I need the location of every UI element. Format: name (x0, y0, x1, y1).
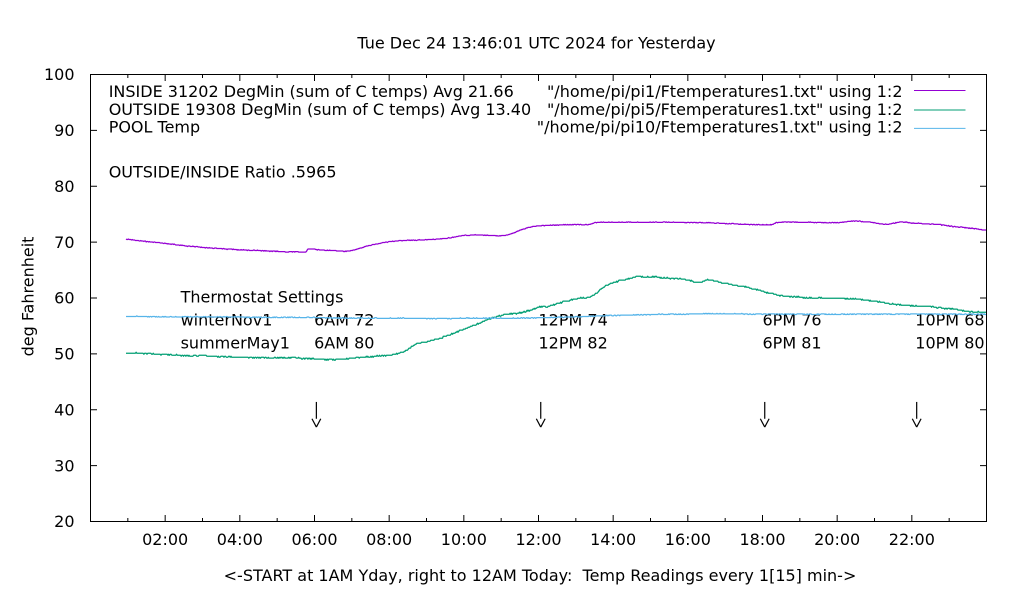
x-tick-label: 08:00 (366, 530, 412, 549)
x-tick-label: 20:00 (814, 530, 860, 549)
arrow-head-right (315, 418, 322, 428)
thermostat-time-arrows (311, 401, 922, 428)
ratio-annotation: OUTSIDE/INSIDE Ratio .5965 (109, 162, 337, 181)
thermostat-winter-10pm: 10PM 68 (915, 310, 984, 329)
thermostat-winter-6pm: 6PM 76 (763, 310, 822, 329)
thermostat-heading: Thermostat Settings (180, 288, 344, 307)
legend-source-inside: "/home/pi/pi1/Ftemperatures1.txt" using … (547, 82, 903, 101)
y-tick-label: 100 (44, 65, 75, 84)
down-arrow-icon (759, 401, 770, 428)
legend-stats-inside: INSIDE 31202 DegMin (sum of C temps) Avg… (109, 82, 514, 101)
curve-layer (125, 220, 987, 361)
thermostat-summer-6am: 6AM 80 (314, 333, 374, 352)
tick-label-layer: 02:00 04:00 06:00 08:00 10:00 12:00 14:00 16:00… (44, 65, 935, 549)
y-tick-label: 50 (54, 345, 74, 364)
y-tick-label: 20 (54, 512, 74, 531)
down-arrow-icon (535, 401, 546, 428)
legend: INSIDE 31202 DegMin (sum of C temps) Avg… (109, 82, 966, 137)
arrow-head-right (540, 418, 546, 428)
y-tick-label: 30 (54, 456, 74, 475)
x-tick-label: 12:00 (515, 530, 561, 549)
thermostat-winter-6am: 6AM 72 (314, 310, 374, 329)
y-axis-title: deg Fahrenheit (19, 237, 38, 357)
x-tick-label: 14:00 (590, 530, 636, 549)
thermostat-summer-row: summerMay1 6AM 80 12PM 82 6PM 81 10PM 80 (181, 333, 985, 352)
x-tick-label: 22:00 (889, 530, 935, 549)
y-tick-label: 70 (54, 233, 74, 252)
thermostat-summer-12pm: 12PM 82 (539, 333, 608, 352)
thermostat-summer-label: summerMay1 (181, 333, 290, 352)
y-tick-label: 80 (54, 177, 74, 196)
down-arrow-icon (911, 401, 922, 428)
legend-stats-outside: OUTSIDE 19308 DegMin (sum of C temps) Av… (109, 100, 531, 119)
arrow-head-left (311, 418, 317, 428)
plot-frame (90, 74, 987, 522)
x-tick-label: 02:00 (142, 530, 188, 549)
series-pool-line (126, 312, 987, 320)
x-tick-label: 10:00 (441, 530, 487, 549)
series-inside-line (125, 220, 987, 253)
x-axis-title: <-START at 1AM Yday, right to 12AM Today… (224, 566, 857, 585)
x-tick-label: 18:00 (739, 530, 785, 549)
legend-source-outside: "/home/pi/pi5/Ftemperatures1.txt" using … (547, 100, 903, 119)
x-tick-label: 06:00 (291, 530, 337, 549)
x-tick-label: 16:00 (665, 530, 711, 549)
legend-stats-pool: POOL Temp (109, 118, 200, 137)
thermostat-settings-block: Thermostat Settings winterNov1 6AM 72 12… (180, 288, 985, 353)
arrow-head-left (759, 418, 766, 428)
thermostat-winter-label: winterNov1 (181, 310, 273, 329)
down-arrow-icon (311, 401, 322, 428)
thermostat-winter-row: winterNov1 6AM 72 12PM 74 6PM 76 10PM 68 (181, 310, 985, 329)
y-tick-label: 60 (54, 289, 74, 308)
arrow-head-left (911, 418, 918, 428)
y-tick-label: 40 (54, 400, 74, 419)
legend-row-inside: INSIDE 31202 DegMin (sum of C temps) Avg… (109, 82, 966, 101)
y-tick-label: 90 (54, 121, 74, 140)
chart-title: Tue Dec 24 13:46:01 UTC 2024 for Yesterd… (356, 34, 715, 53)
legend-row-pool: POOL Temp "/home/pi/pi10/Ftemperatures1.… (109, 118, 966, 137)
legend-source-pool: "/home/pi/pi10/Ftemperatures1.txt" using… (537, 118, 903, 137)
thermostat-summer-10pm: 10PM 80 (915, 333, 984, 352)
arrow-head-left (535, 418, 542, 428)
series-outside-line (126, 275, 987, 361)
thermostat-summer-6pm: 6PM 81 (763, 333, 822, 352)
thermostat-winter-12pm: 12PM 74 (539, 310, 608, 329)
legend-row-outside: OUTSIDE 19308 DegMin (sum of C temps) Av… (109, 100, 966, 119)
arrow-head-right (916, 418, 922, 428)
x-tick-label: 04:00 (217, 530, 263, 549)
arrow-head-right (764, 418, 770, 428)
